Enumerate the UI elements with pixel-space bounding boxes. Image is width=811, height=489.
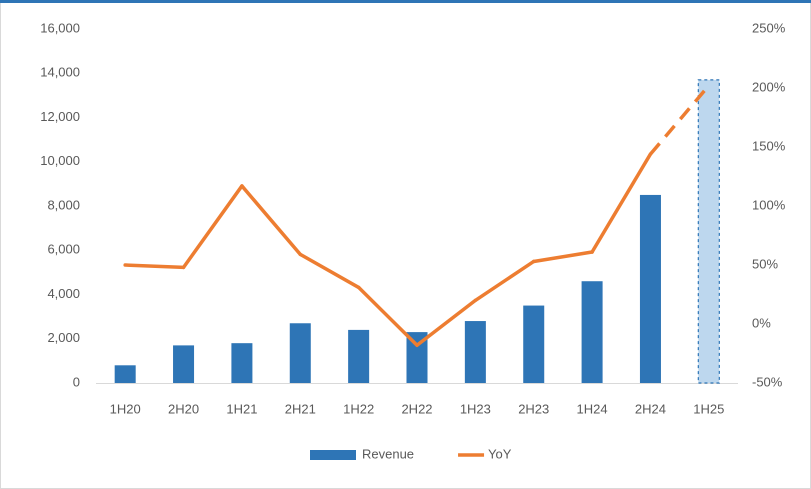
x-tick-label: 2H22: [401, 401, 432, 416]
bar: [173, 345, 195, 383]
bar: [464, 321, 486, 383]
line-segment: [531, 250, 594, 264]
x-tick-label: 2H23: [518, 401, 549, 416]
x-tick-label: 1H25: [693, 401, 724, 416]
y-tick-label: 8,000: [47, 197, 80, 212]
y-tick-label: 16,000: [40, 20, 80, 35]
line-segment: [356, 285, 419, 347]
legend-swatch: [310, 450, 356, 460]
x-tick-label: 1H24: [577, 401, 608, 416]
y2-tick-label: 50%: [752, 256, 778, 271]
legend-label: YoY: [488, 446, 512, 461]
x-tick-label: 1H20: [110, 401, 141, 416]
legend-label: Revenue: [362, 446, 414, 461]
x-tick-label: 1H23: [460, 401, 491, 416]
y2-tick-label: 150%: [752, 138, 786, 153]
x-tick-label: 2H24: [635, 401, 666, 416]
y2-tick-label: 100%: [752, 197, 786, 212]
line-segment: [181, 184, 244, 270]
x-tick-label: 1H21: [226, 401, 257, 416]
bar: [697, 79, 720, 384]
y2-tick-label: 0%: [752, 315, 771, 330]
y-tick-label: 14,000: [40, 65, 80, 80]
y2-tick-label: 250%: [752, 20, 786, 35]
bar: [289, 323, 311, 383]
y-tick-label: 2,000: [47, 330, 80, 345]
bar: [114, 365, 136, 383]
bar: [406, 332, 428, 383]
line-segment: [123, 263, 186, 270]
y2-tick-label: 200%: [752, 79, 786, 94]
y-tick-label: 6,000: [47, 242, 80, 257]
bar: [348, 329, 370, 383]
y-tick-label: 12,000: [40, 109, 80, 124]
y-tick-label: 4,000: [47, 286, 80, 301]
bar: [523, 305, 545, 383]
line-segment: [473, 259, 536, 303]
x-tick-label: 1H22: [343, 401, 374, 416]
y-tick-label: 10,000: [40, 153, 80, 168]
line-segment: [649, 84, 711, 156]
line-segment: [415, 298, 478, 347]
y2-tick-label: -50%: [752, 374, 783, 389]
x-tick-label: 2H20: [168, 401, 199, 416]
bar: [581, 281, 603, 383]
x-tick-label: 2H21: [285, 401, 316, 416]
y-tick-label: 0: [73, 374, 80, 389]
bar: [639, 194, 661, 383]
line-segment: [298, 252, 361, 290]
bar: [231, 343, 253, 383]
line-segment: [240, 184, 303, 257]
line-segment: [590, 152, 653, 254]
